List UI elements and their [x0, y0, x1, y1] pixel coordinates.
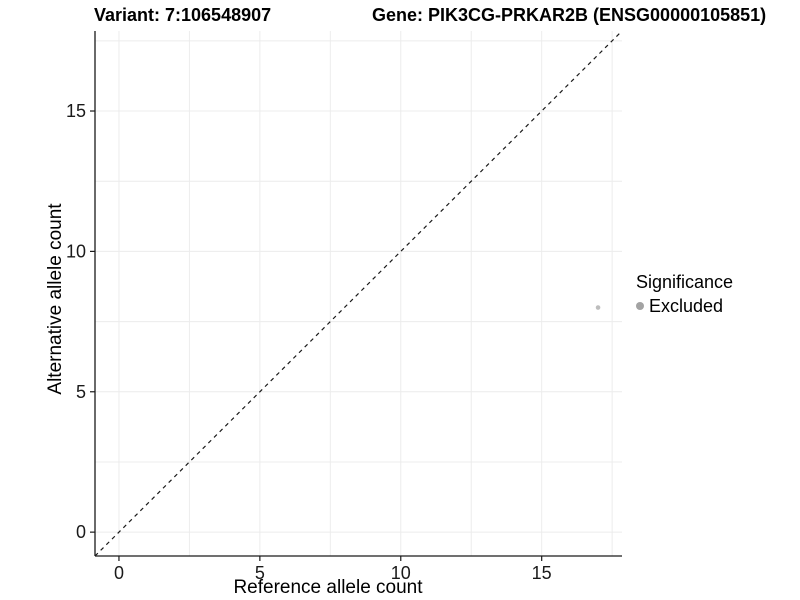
svg-text:0: 0 [114, 563, 124, 583]
svg-text:10: 10 [391, 563, 411, 583]
tick-labels: 0 5 10 15 0 5 10 15 [66, 101, 552, 583]
svg-text:15: 15 [532, 563, 552, 583]
svg-text:10: 10 [66, 241, 86, 261]
legend: Significance Excluded [636, 272, 733, 317]
axes [94, 31, 622, 557]
svg-text:0: 0 [76, 522, 86, 542]
data-points [595, 305, 601, 310]
legend-item-excluded: Excluded [636, 295, 733, 317]
x-axis-label: Reference allele count [233, 577, 423, 598]
svg-text:5: 5 [76, 382, 86, 402]
data-point [595, 305, 601, 310]
plot-title-variant: Variant: 7:106548907 [94, 5, 272, 25]
svg-text:5: 5 [255, 563, 265, 583]
identity-diagonal-line [94, 30, 623, 557]
gridlines [95, 31, 622, 556]
plot-title-gene: Gene: PIK3CG-PRKAR2B (ENSG00000105851) [372, 5, 767, 25]
legend-item-label: Excluded [649, 295, 724, 316]
legend-key-dot-icon [636, 302, 644, 310]
tick-marks [90, 110, 543, 561]
y-axis-label: Alternative allele count [45, 203, 66, 395]
legend-title: Significance [636, 272, 734, 292]
svg-text:15: 15 [66, 101, 86, 121]
